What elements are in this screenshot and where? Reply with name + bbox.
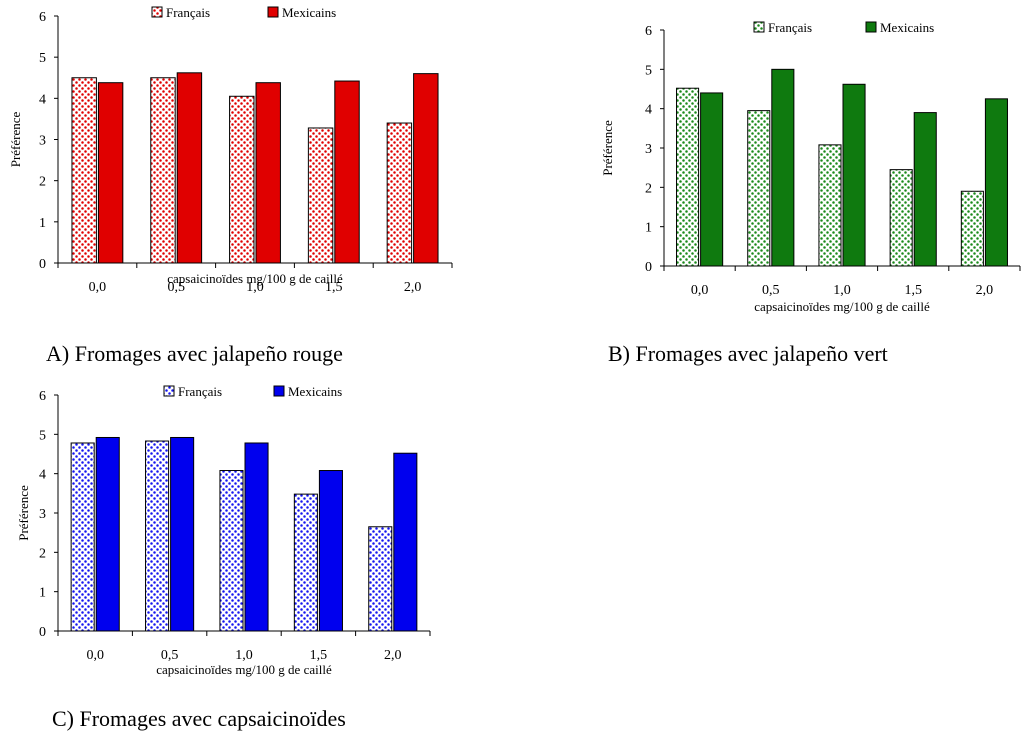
y-tick-label: 2: [39, 546, 46, 561]
legend-swatch-mexicains: [865, 21, 877, 33]
y-tick-label: 2: [645, 181, 652, 196]
bar-mexicains: [842, 83, 866, 267]
y-tick-label: 4: [645, 103, 652, 118]
y-tick-label: 0: [39, 625, 46, 640]
legend-swatch-francais: [151, 6, 163, 18]
chart-panel-c: 0 1 2 3 4 5 6 Préférence 0,0 0,5 1,0 1,5 2,0 capsaici…: [0, 380, 470, 680]
bar-mexicains: [318, 470, 343, 632]
bar-francais: [386, 122, 413, 264]
bar-francais: [150, 77, 176, 264]
bar-mexicains: [334, 80, 360, 264]
y-tick-label: 0: [645, 260, 652, 275]
legend-swatch-mexicains: [273, 385, 285, 397]
x-tick-label: 0,0: [691, 283, 709, 298]
chart-a-caption: A) Fromages avec jalapeño rouge: [46, 341, 343, 366]
bar-francais: [818, 144, 842, 267]
x-axis-label: capsaicinoïdes mg/100 g de caillé: [167, 271, 343, 286]
bar-mexicains: [771, 68, 795, 267]
bar-mexicains: [95, 436, 120, 632]
x-tick-label: 1,0: [235, 648, 253, 663]
x-tick-label: 0,5: [161, 648, 179, 663]
x-tick-label: 2,0: [384, 648, 402, 663]
bar-francais: [747, 110, 771, 267]
bar-francais: [960, 190, 984, 267]
y-tick-label: 0: [39, 257, 46, 272]
x-tick-label: 0,5: [167, 280, 185, 295]
bar-mexicains: [913, 112, 937, 267]
bar-mexicains: [393, 452, 418, 632]
legend-swatch-francais: [163, 385, 175, 397]
bar-francais: [368, 526, 393, 632]
bar-francais: [219, 470, 244, 632]
chart-b-caption: B) Fromages avec jalapeño vert: [608, 341, 888, 366]
bar-mexicains: [413, 73, 439, 264]
chart-a: 0 1 2 3 4 5 6 Préférence 0,0 0,5 1,0 1,5 2,0 capsaici…: [8, 5, 453, 295]
y-axis-label: Préférence: [600, 120, 615, 176]
bar-mexicains: [700, 92, 724, 267]
legend-label-francais: Français: [166, 5, 210, 20]
legend-label-mexicains: Mexicains: [288, 384, 342, 399]
y-tick-label: 3: [39, 134, 46, 149]
legend-label-mexicains: Mexicains: [282, 5, 336, 20]
bar-mexicains: [97, 82, 124, 264]
chart-b: 0 1 2 3 4 5 6 Préférence 0,0 0,5 1,0 1,5 2,0 capsaici…: [600, 20, 1021, 314]
x-axis-label: capsaicinoïdes mg/100 g de caillé: [754, 299, 930, 314]
bar-francais: [307, 127, 334, 264]
x-axis-label: capsaicinoïdes mg/100 g de caillé: [156, 662, 332, 677]
x-tick-label: 0,5: [762, 283, 780, 298]
y-tick-label: 3: [645, 142, 652, 157]
x-tick-label: 1,5: [325, 280, 343, 295]
y-tick-label: 4: [39, 468, 46, 483]
x-tick-label: 1,0: [833, 283, 851, 298]
x-tick-label: 2,0: [976, 283, 994, 298]
bar-mexicains: [255, 82, 281, 264]
chart-c: 0 1 2 3 4 5 6 Préférence 0,0 0,5 1,0 1,5 2,0 capsaici…: [16, 384, 431, 677]
y-tick-label: 1: [39, 586, 46, 601]
bar-francais: [676, 87, 700, 267]
chart-panel-a: 0 1 2 3 4 5 6 Préférence 0,0 0,5 1,0 1,5 2,0 capsaici…: [0, 0, 470, 295]
y-tick-label: 6: [39, 10, 46, 25]
y-tick-label: 5: [39, 428, 46, 443]
x-tick-label: 1,0: [246, 280, 264, 295]
x-tick-label: 0,0: [86, 648, 104, 663]
bar-mexicains: [984, 98, 1008, 267]
bar-francais: [145, 440, 170, 632]
bar-francais: [71, 77, 97, 264]
x-tick-label: 1,5: [904, 283, 922, 298]
y-tick-label: 4: [39, 92, 46, 107]
legend-label-mexicains: Mexicains: [880, 20, 934, 35]
y-tick-label: 5: [39, 51, 46, 66]
bar-mexicains: [176, 72, 203, 264]
y-tick-label: 3: [39, 507, 46, 522]
y-tick-label: 1: [645, 221, 652, 236]
y-axis-label: Préférence: [16, 485, 31, 541]
bar-mexicains: [170, 436, 195, 632]
bar-francais: [293, 493, 318, 632]
bar-francais: [70, 442, 95, 632]
bar-francais: [889, 169, 913, 267]
x-tick-label: 0,0: [89, 280, 107, 295]
y-tick-label: 6: [645, 24, 652, 39]
y-tick-label: 5: [645, 63, 652, 78]
x-tick-label: 1,5: [310, 648, 328, 663]
legend-swatch-francais: [753, 21, 765, 33]
legend-label-francais: Français: [768, 20, 812, 35]
y-tick-label: 2: [39, 175, 46, 190]
x-tick-label: 2,0: [404, 280, 422, 295]
y-tick-label: 1: [39, 216, 46, 231]
y-axis-label: Préférence: [8, 111, 23, 167]
legend-label-francais: Français: [178, 384, 222, 399]
legend-swatch-mexicains: [267, 6, 279, 18]
chart-panel-b: 0 1 2 3 4 5 6 Préférence 0,0 0,5 1,0 1,5 2,0 capsaici…: [592, 15, 1032, 320]
bar-mexicains: [244, 442, 269, 632]
chart-c-caption: C) Fromages avec capsaicinoïdes: [52, 706, 346, 731]
y-tick-label: 6: [39, 389, 46, 404]
bar-francais: [229, 95, 255, 264]
